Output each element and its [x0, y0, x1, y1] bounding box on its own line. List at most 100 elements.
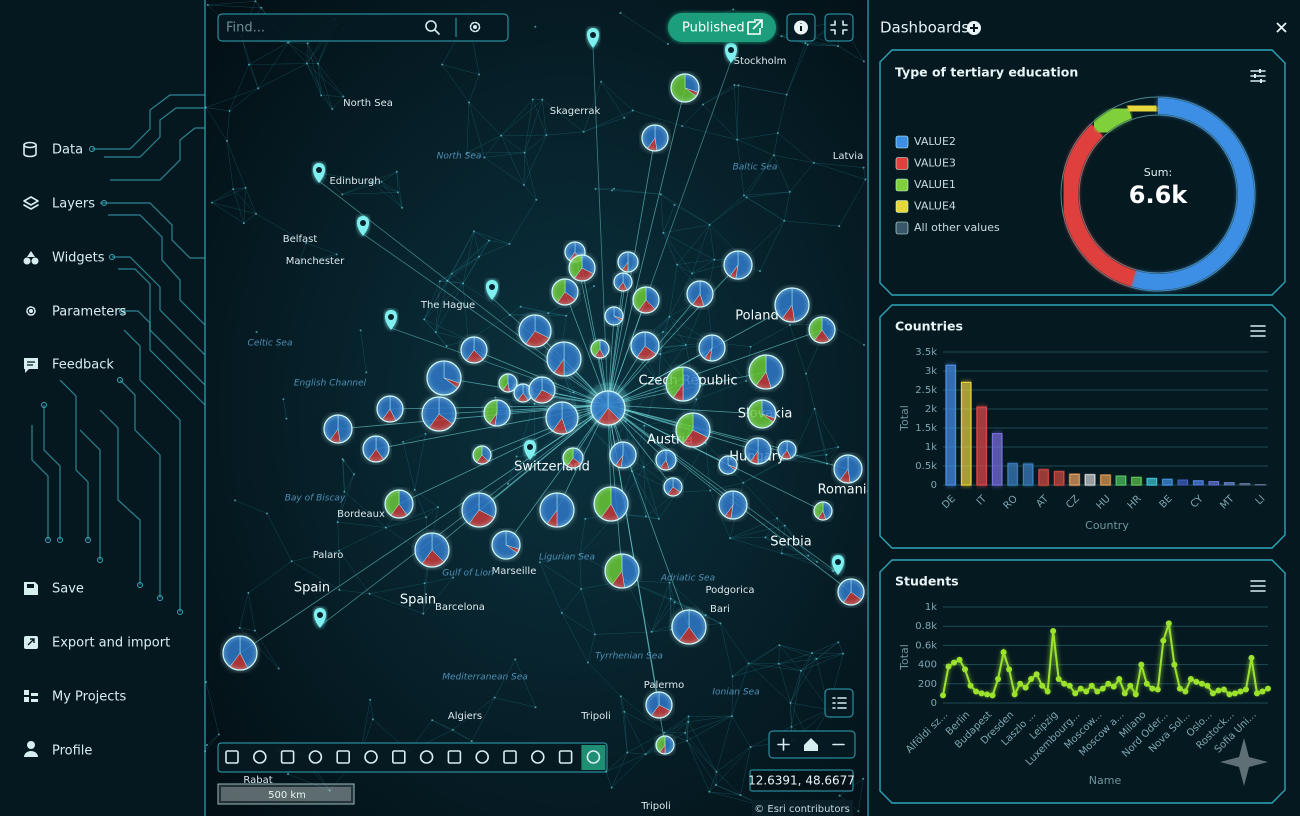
mesh-node: [804, 42, 807, 45]
nav-label[interactable]: My Projects: [52, 690, 127, 705]
mesh-node: [257, 87, 260, 90]
tool-icon[interactable]: [336, 750, 351, 764]
bar: [991, 433, 1003, 486]
nav-label[interactable]: Export and import: [52, 636, 170, 651]
mesh-node: [862, 166, 865, 169]
nav-label[interactable]: Widgets: [52, 251, 105, 266]
mesh-node: [287, 41, 290, 44]
line-point: [1105, 680, 1112, 687]
tool-icon[interactable]: [253, 750, 267, 764]
nav-label[interactable]: Data: [52, 143, 83, 158]
map-pie-ring: [472, 445, 492, 465]
tool-icon[interactable]: [225, 750, 239, 764]
bar: [945, 364, 956, 486]
mesh-node: [538, 561, 541, 564]
collapse-button[interactable]: [824, 13, 854, 42]
nav-feedback[interactable]: Feedback: [24, 358, 114, 374]
tool-icon[interactable]: [391, 750, 406, 764]
map-label: Tripoli: [580, 711, 611, 722]
mesh-node: [452, 576, 455, 579]
tool-icon[interactable]: [586, 750, 601, 764]
mesh-node: [297, 262, 300, 265]
line-point: [1187, 676, 1194, 682]
mesh-line: [746, 191, 790, 198]
nav-projects[interactable]: My Projects: [24, 690, 127, 705]
nav-label[interactable]: Parameters: [52, 305, 127, 320]
mesh-node: [749, 345, 752, 348]
publish-label[interactable]: Published: [682, 21, 745, 36]
flow-line: [607, 404, 824, 512]
mesh-line: [369, 593, 424, 614]
tool-icon[interactable]: [503, 750, 517, 764]
nav-layers[interactable]: Layers: [23, 196, 95, 212]
publish-button[interactable]: Published: [668, 13, 776, 42]
tool-icon[interactable]: [280, 750, 295, 764]
line-point: [1066, 682, 1073, 689]
nav-data[interactable]: Data: [23, 141, 83, 158]
map-label: Spain: [294, 581, 330, 596]
nav-label[interactable]: Save: [52, 582, 84, 597]
mesh-line: [750, 324, 791, 347]
mesh-line: [381, 171, 397, 182]
tool-icon[interactable]: [530, 750, 545, 764]
mesh-line: [462, 231, 475, 284]
mesh-line: [291, 561, 340, 591]
mesh-line: [306, 63, 344, 97]
mesh-line: [800, 658, 817, 671]
nav-label[interactable]: Feedback: [52, 358, 114, 373]
widget-menu[interactable]: [1250, 580, 1266, 592]
tool-icon[interactable]: [447, 750, 462, 764]
tool-icon[interactable]: [364, 750, 378, 764]
mesh-line: [248, 42, 289, 65]
widget-settings[interactable]: [1250, 69, 1266, 83]
add-dashboard-button[interactable]: [967, 21, 981, 35]
mesh-node: [523, 151, 526, 154]
widget-menu[interactable]: [1250, 325, 1266, 337]
map-pin-dot: [360, 220, 366, 226]
map-label: Tyrrhenian Sea: [595, 652, 663, 662]
mesh-node: [226, 139, 229, 142]
line-point: [995, 676, 1002, 682]
mesh-line: [783, 459, 828, 465]
tool-icon[interactable]: [419, 750, 434, 764]
nav-export[interactable]: Export and import: [24, 636, 170, 651]
nav-save[interactable]: Save: [24, 582, 84, 597]
mesh-node: [780, 552, 783, 555]
mesh-line: [793, 446, 839, 457]
nav-profile[interactable]: Profile: [24, 741, 92, 759]
layer-list-button[interactable]: [824, 688, 854, 718]
nav-label[interactable]: Profile: [52, 744, 92, 759]
nav-parameters[interactable]: Parameters: [26, 305, 127, 320]
close-button[interactable]: [1276, 22, 1287, 33]
mesh-line: [808, 555, 818, 563]
mesh-line: [248, 561, 292, 594]
mesh-node: [205, 744, 208, 747]
mesh-line: [776, 518, 783, 554]
mesh-line: [587, 634, 596, 663]
mesh-line: [424, 577, 454, 584]
nav-widgets[interactable]: Widgets: [23, 251, 105, 266]
nav-label[interactable]: Layers: [52, 197, 95, 212]
info-button[interactable]: [786, 13, 816, 42]
zoom-controls[interactable]: [768, 730, 856, 759]
mesh-node: [739, 794, 742, 797]
bar: [1022, 463, 1034, 486]
mesh-line: [583, 110, 633, 133]
mesh-node: [287, 773, 290, 776]
mesh-node: [317, 62, 320, 65]
mesh-line: [298, 254, 337, 264]
search-placeholder[interactable]: Find...: [226, 21, 265, 36]
tool-icon[interactable]: [558, 750, 573, 764]
mesh-node: [467, 101, 470, 104]
mesh-node: [704, 614, 707, 617]
mesh-line: [321, 95, 344, 97]
mesh-node: [623, 116, 626, 119]
search-box[interactable]: Find...: [217, 13, 509, 42]
line-point: [1253, 690, 1260, 697]
mesh-node: [534, 706, 537, 709]
tool-icon[interactable]: [308, 750, 323, 764]
tool-icon[interactable]: [475, 750, 490, 764]
mesh-line: [606, 754, 646, 772]
mesh-node: [842, 652, 845, 655]
mesh-line: [245, 187, 257, 214]
